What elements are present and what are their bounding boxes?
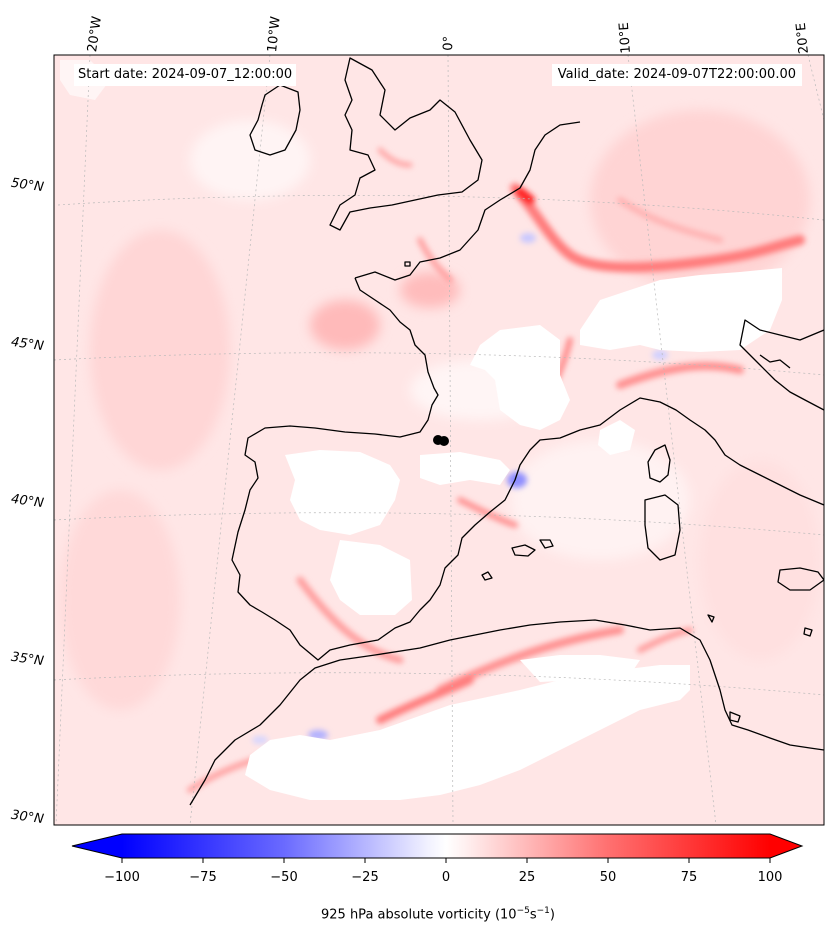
colorbar-tick-label: −75 [189, 870, 217, 885]
graticule [54, 55, 824, 825]
colorbar-tick-label: 100 [757, 870, 783, 885]
valid-date-label: Valid_date: 2024-09-07T22:00:00.00 [551, 64, 802, 86]
near-zero-areas [60, 60, 782, 800]
lon-label-10e: 10°E [616, 21, 634, 55]
colorbar-extend-min [72, 834, 122, 858]
colorbar-tick-label: −100 [104, 870, 140, 885]
colorbar-tick-label: 75 [680, 870, 698, 885]
colorbar-body [122, 834, 770, 858]
map-frame [53, 54, 825, 826]
colorbar-tick-label: −50 [270, 870, 298, 885]
colorbar-tick-label: −25 [351, 870, 379, 885]
colorbar-ticks [121, 858, 771, 863]
lon-label-0: 0° [441, 35, 457, 51]
negative-vorticity-spots [252, 233, 668, 744]
colorbar-tick-label: 0 [441, 870, 451, 885]
lon-label-20e: 20°E [793, 21, 812, 55]
start-date-label: Start date: 2024-09-07_12:00:00 [74, 64, 297, 86]
vorticity-field [54, 55, 824, 825]
coastlines [189, 57, 824, 806]
colorbar [71, 833, 804, 863]
colorbar-extend-max [770, 834, 802, 858]
colorbar-tick-label: 50 [599, 870, 617, 885]
colorbar-tick-label: 25 [518, 870, 536, 885]
location-marker [433, 435, 449, 446]
colorbar-title: 925 hPa absolute vorticity (10−5s−1) [321, 906, 555, 923]
